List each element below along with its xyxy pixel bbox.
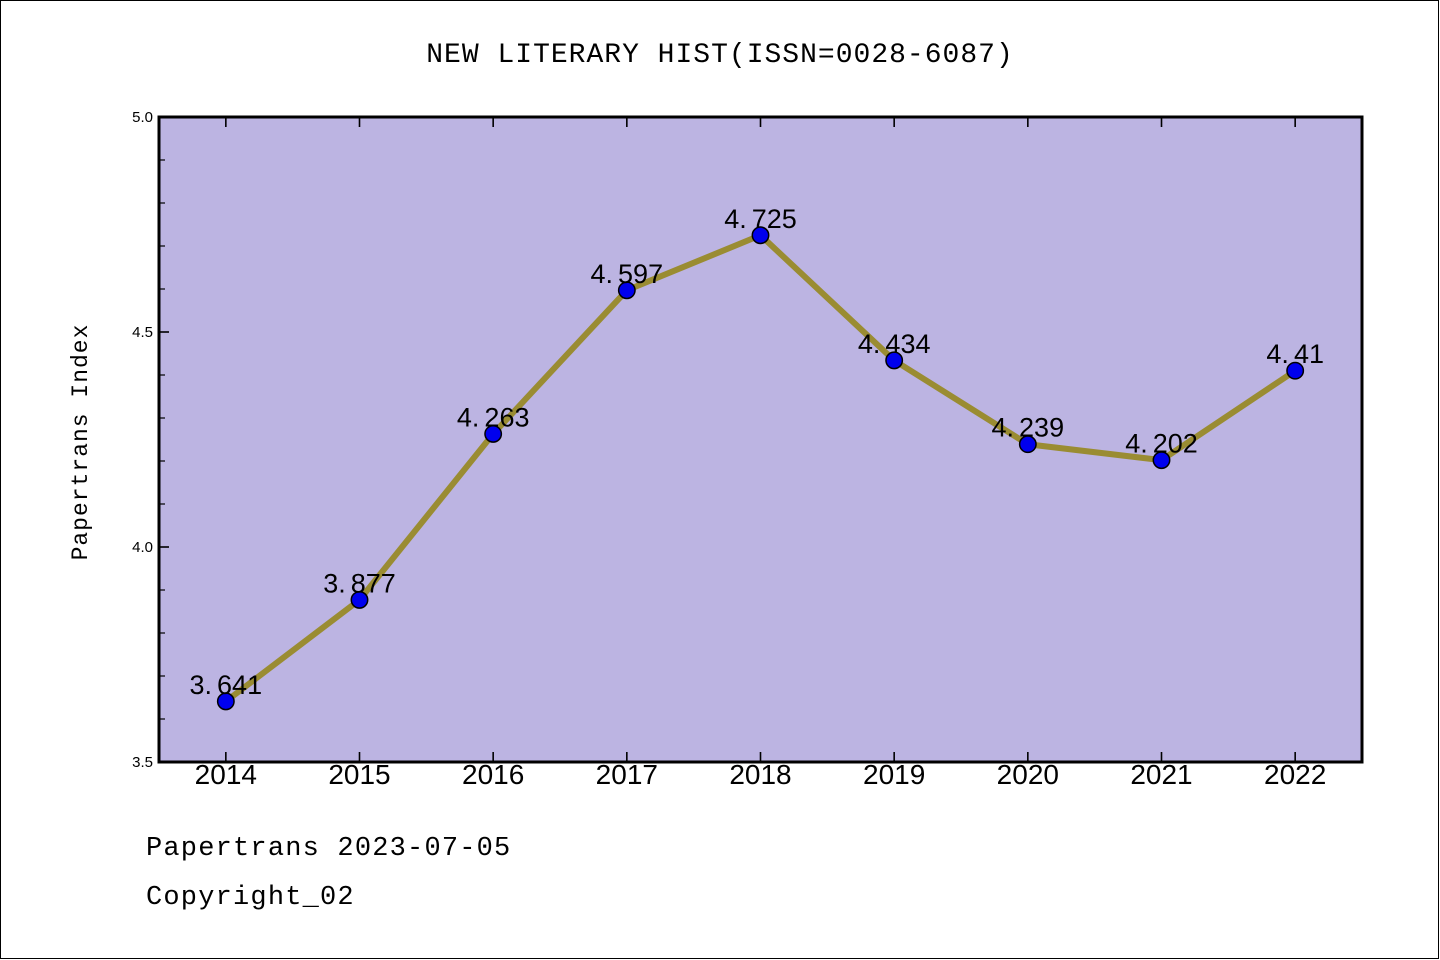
svg-text:4.725: 4. 725 xyxy=(724,204,797,234)
svg-text:2014: 2014 xyxy=(195,759,257,790)
svg-text:2016: 2016 xyxy=(462,759,524,790)
svg-text:3.5: 3.5 xyxy=(132,754,153,771)
svg-text:4.263: 4. 263 xyxy=(457,402,530,432)
svg-text:3.641: 3. 641 xyxy=(190,670,263,700)
svg-text:4.41: 4. 41 xyxy=(1266,339,1324,369)
svg-text:2015: 2015 xyxy=(328,759,390,790)
svg-text:2021: 2021 xyxy=(1130,759,1192,790)
svg-text:5.0: 5.0 xyxy=(132,109,153,126)
svg-text:4.239: 4. 239 xyxy=(992,413,1065,443)
svg-text:2020: 2020 xyxy=(997,759,1059,790)
svg-text:2017: 2017 xyxy=(596,759,658,790)
svg-text:2019: 2019 xyxy=(863,759,925,790)
svg-text:4.5: 4.5 xyxy=(132,324,153,341)
svg-text:4.0: 4.0 xyxy=(132,539,153,556)
svg-text:2018: 2018 xyxy=(729,759,791,790)
svg-text:2022: 2022 xyxy=(1264,759,1326,790)
svg-text:4.434: 4. 434 xyxy=(858,329,931,359)
svg-text:4.202: 4. 202 xyxy=(1125,429,1198,459)
svg-text:4.597: 4. 597 xyxy=(591,259,664,289)
svg-text:3.877: 3. 877 xyxy=(323,568,396,598)
